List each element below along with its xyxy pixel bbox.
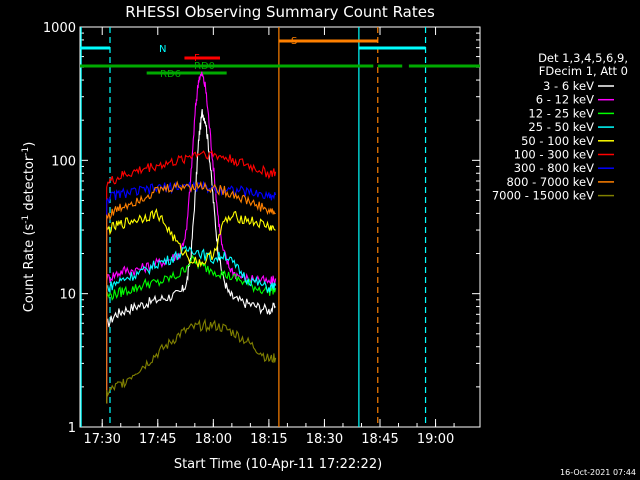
legend-entry-label: 50 - 100 keV — [521, 134, 594, 148]
x-tick-label: 19:00 — [417, 432, 454, 447]
rd0-label: RD0 — [194, 61, 215, 72]
x-tick-label: 18:00 — [195, 432, 232, 447]
y-tick-label: 100 — [51, 154, 76, 169]
legend-entry-label: 3 - 6 keV — [543, 79, 594, 93]
legend-entry-label: 25 - 50 keV — [528, 120, 594, 134]
x-tick-label: 18:45 — [361, 432, 398, 447]
legend-entry-label: 800 - 7000 keV — [506, 175, 594, 189]
series-lines — [106, 71, 277, 404]
y-axis-label: Count Rate (s-1 detector-1) — [21, 142, 37, 313]
timestamp: 16-Oct-2021 07:44 — [560, 468, 636, 477]
chart-title: RHESSI Observing Summary Count Rates — [125, 3, 435, 21]
legend-header: Det 1,3,4,5,6,9, — [538, 51, 628, 65]
y-axis-label-end: ) — [22, 142, 37, 147]
series-line — [106, 149, 277, 404]
y-tick-label: 10 — [59, 288, 76, 303]
flare-label: F — [194, 53, 200, 64]
x-tick-label: 17:45 — [139, 432, 176, 447]
series-line — [106, 180, 277, 404]
x-axis-label: Start Time (10-Apr-11 17:22:22) — [174, 457, 382, 472]
series-line — [106, 245, 277, 404]
legend-entry-label: 300 - 800 keV — [514, 161, 594, 175]
legend-entry-label: 7000 - 15000 keV — [492, 189, 594, 203]
night-label: N — [159, 44, 166, 55]
legend-header: FDecim 1, Att 0 — [539, 64, 628, 78]
legend-entry-label: 12 - 25 keV — [528, 106, 594, 120]
series-line — [106, 109, 276, 404]
rd6-label: RD6 — [160, 69, 181, 80]
series-line — [106, 207, 276, 404]
legend-entry-label: 6 - 12 keV — [536, 93, 594, 107]
y-tick-label: 1000 — [43, 21, 76, 36]
x-tick-label: 17:30 — [83, 432, 120, 447]
x-tick-label: 18:30 — [306, 432, 343, 447]
series-line — [106, 180, 276, 404]
legend: Det 1,3,4,5,6,9,FDecim 1, Att 03 - 6 keV… — [492, 51, 628, 203]
y-axis-label-sup1: -1 — [21, 215, 31, 224]
legend-entry-label: 100 - 300 keV — [514, 148, 594, 162]
y-axis-label-main: Count Rate (s — [22, 224, 37, 313]
axis-ticks: 17:30 17:45 18:00 18:15 18:30 18:45 19:00 1 10 10… — [43, 21, 480, 447]
saa-label: S — [291, 36, 297, 47]
series-line — [106, 318, 277, 404]
y-tick-label: 1 — [68, 421, 76, 436]
y-axis-label-sup2: -1 — [21, 147, 31, 156]
y-axis-label-mid: detector — [22, 155, 37, 215]
x-tick-label: 18:15 — [250, 432, 287, 447]
series-line — [106, 71, 277, 404]
plot-frame — [79, 26, 481, 428]
